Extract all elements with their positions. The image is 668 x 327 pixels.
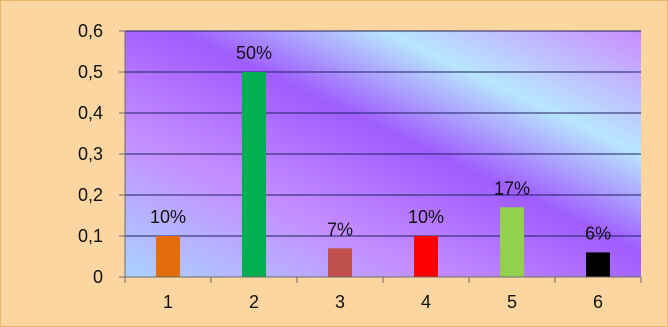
data-label: 50% <box>236 43 272 63</box>
data-label: 17% <box>494 178 530 198</box>
data-labels: 10% 50% 7% 10% 17% 6% <box>150 43 611 243</box>
bars <box>156 72 610 277</box>
y-tick-label: 0,2 <box>78 185 103 205</box>
y-tick-label: 0,6 <box>78 21 103 41</box>
data-label: 7% <box>327 219 353 239</box>
y-tick-label: 0,3 <box>78 144 103 164</box>
data-label: 6% <box>585 223 611 243</box>
bar <box>586 252 610 277</box>
y-tick-label: 0 <box>93 267 103 287</box>
x-tick-label: 2 <box>249 292 259 312</box>
x-tick-label: 3 <box>335 292 345 312</box>
bar <box>242 72 266 277</box>
bar <box>414 236 438 277</box>
x-tick-label: 6 <box>593 292 603 312</box>
y-tick-label: 0,1 <box>78 226 103 246</box>
y-tick-label: 0,4 <box>78 103 103 123</box>
y-axis-ticks: 0 0,1 0,2 0,3 0,4 0,5 0,6 <box>78 21 126 287</box>
x-tick-label: 4 <box>421 292 431 312</box>
bar <box>156 236 180 277</box>
bar <box>500 207 524 277</box>
y-tick-label: 0,5 <box>78 62 103 82</box>
data-label: 10% <box>150 207 186 227</box>
bar <box>328 248 352 277</box>
gridlines <box>125 30 641 237</box>
x-axis-ticks: 1 2 3 4 5 6 <box>124 277 642 312</box>
data-label: 10% <box>408 207 444 227</box>
x-tick-label: 5 <box>507 292 517 312</box>
x-tick-label: 1 <box>163 292 173 312</box>
